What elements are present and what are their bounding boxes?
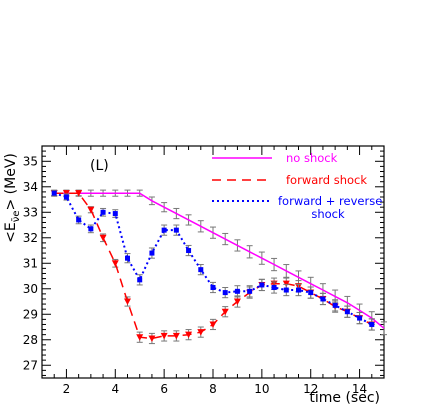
x-tick-label: 14	[352, 382, 367, 396]
data-point-forward-reverse-shock	[271, 284, 277, 290]
data-point-forward-reverse-shock	[149, 250, 155, 256]
data-point-forward-reverse-shock	[100, 209, 106, 215]
data-point-forward-reverse-shock	[320, 296, 326, 302]
data-point-forward-reverse-shock	[234, 288, 240, 294]
data-point-forward-shock	[197, 329, 205, 336]
data-point-forward-reverse-shock	[210, 284, 216, 290]
data-point-forward-reverse-shock	[63, 194, 69, 200]
data-point-forward-reverse-shock	[222, 290, 228, 296]
data-point-forward-reverse-shock	[259, 282, 265, 288]
data-point-forward-reverse-shock	[344, 309, 350, 315]
data-point-forward-reverse-shock	[112, 211, 118, 217]
y-tick-label: 35	[23, 154, 38, 168]
data-point-forward-reverse-shock	[332, 302, 338, 308]
data-point-forward-shock	[124, 298, 131, 306]
y-axis-title-main: <E	[3, 222, 19, 243]
y-tick-label: 34	[23, 180, 38, 194]
y-tick-label: 31	[23, 256, 38, 270]
data-point-forward-reverse-shock	[51, 190, 57, 196]
x-axis-title: time (sec)	[309, 390, 380, 406]
x-tick-label: 6	[160, 382, 168, 396]
legend-label-no-shock: no shock	[286, 151, 338, 165]
data-point-forward-reverse-shock	[357, 315, 363, 321]
data-point-forward-shock	[87, 206, 95, 214]
legend-label-forward-reverse-shock-line1: forward + reverse	[278, 194, 382, 208]
data-point-forward-shock	[136, 334, 144, 341]
data-point-forward-reverse-shock	[137, 277, 143, 283]
data-point-forward-shock	[233, 298, 241, 306]
x-tick-label: 8	[209, 382, 217, 396]
data-point-forward-reverse-shock	[161, 227, 167, 233]
y-tick-label: 29	[23, 307, 38, 321]
x-tick-label: 12	[303, 382, 318, 396]
data-point-forward-reverse-shock	[88, 226, 94, 232]
y-tick-label: 27	[23, 358, 38, 372]
y-axis-title-suffix: > (MeV)	[3, 153, 19, 210]
y-axis-title: <Eν̄e> (MeV)	[3, 153, 22, 243]
y-axis-title-sub: ν̄e	[11, 211, 22, 223]
x-tick-label: 4	[111, 382, 119, 396]
x-tick-label: 2	[63, 382, 71, 396]
data-point-forward-shock	[148, 335, 156, 342]
y-tick-label: 32	[23, 231, 38, 245]
data-point-forward-reverse-shock	[198, 267, 204, 273]
data-point-forward-reverse-shock	[296, 287, 301, 293]
legend-label-forward-reverse-shock-line2: shock	[311, 207, 345, 221]
x-tick-label: 10	[254, 382, 269, 396]
panel-label: (L)	[90, 158, 109, 174]
data-point-forward-reverse-shock	[308, 290, 314, 296]
y-tick-label: 28	[23, 333, 38, 347]
data-point-forward-shock	[62, 190, 70, 197]
data-point-forward-shock	[221, 308, 229, 316]
y-tick-label: 30	[23, 282, 38, 296]
data-point-forward-reverse-shock	[173, 227, 179, 233]
data-point-forward-shock	[75, 190, 83, 197]
data-point-forward-reverse-shock	[125, 255, 130, 261]
data-point-forward-shock	[172, 332, 180, 340]
data-point-forward-shock	[111, 260, 119, 267]
data-point-forward-shock	[99, 234, 107, 242]
legend: no shock forward shock forward + reverse…	[212, 151, 382, 221]
data-point-forward-shock	[282, 280, 290, 288]
data-point-forward-reverse-shock	[283, 287, 289, 293]
data-point-forward-shock	[209, 321, 217, 328]
legend-label-forward-shock: forward shock	[286, 173, 367, 187]
data-point-forward-reverse-shock	[369, 321, 375, 327]
y-tick-label: 33	[23, 205, 38, 219]
data-point-forward-reverse-shock	[186, 248, 192, 254]
data-point-forward-shock	[160, 332, 168, 340]
data-point-forward-reverse-shock	[247, 288, 253, 294]
data-point-forward-reverse-shock	[76, 217, 82, 223]
series-line-no-shock	[54, 192, 385, 329]
data-point-forward-shock	[185, 331, 193, 339]
